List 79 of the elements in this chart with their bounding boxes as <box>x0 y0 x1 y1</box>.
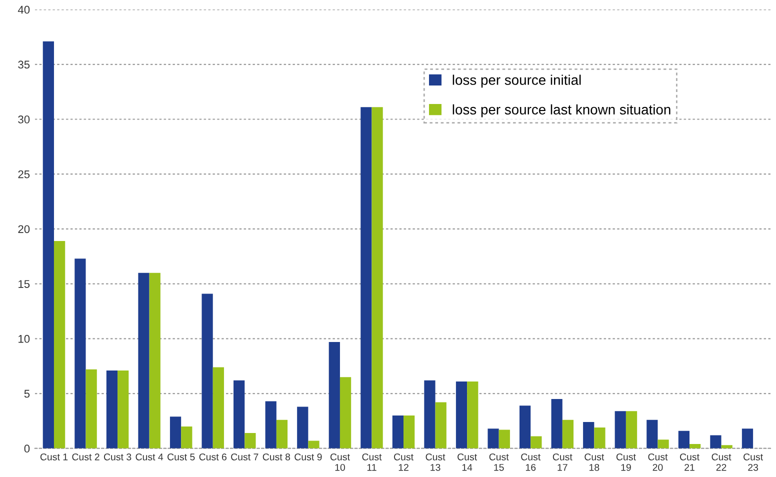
x-tick-label: Cust 6 <box>199 454 226 460</box>
bar <box>583 422 594 448</box>
bar <box>149 272 160 448</box>
x-tick-label: Cust 14 <box>458 454 477 471</box>
bar <box>435 402 446 448</box>
bar <box>710 435 722 448</box>
bar <box>690 444 701 448</box>
legend-label: loss per source last known situation <box>452 104 670 118</box>
y-tick-label: 15 <box>18 280 30 288</box>
y-tick-label: 35 <box>18 60 30 69</box>
bar <box>498 430 510 448</box>
bar <box>276 420 288 448</box>
bar <box>456 381 468 448</box>
x-tick-label: Cust 11 <box>362 454 382 471</box>
x-tick-label: Cust 18 <box>584 454 604 471</box>
x-tick-label: Cust 5 <box>168 454 195 460</box>
bar <box>234 380 245 448</box>
x-tick-label: Cust 13 <box>426 454 446 471</box>
bar <box>626 411 638 448</box>
bar <box>467 381 478 448</box>
bar <box>42 41 54 448</box>
x-tick-label: Cust 21 <box>680 454 700 471</box>
x-tick-label: Cust 12 <box>394 454 414 471</box>
bar <box>244 433 256 448</box>
y-tick-label: 20 <box>18 225 30 234</box>
bar <box>181 426 192 448</box>
bar <box>118 370 129 448</box>
bar <box>340 377 352 448</box>
bar <box>202 294 213 448</box>
legend-label: loss per source initial <box>452 74 581 88</box>
bar <box>678 430 690 448</box>
x-tick-label: Cust 3 <box>104 454 132 460</box>
bar <box>404 415 415 448</box>
bar <box>265 401 276 448</box>
y-tick-label: 0 <box>24 444 30 453</box>
bar <box>170 416 182 448</box>
x-tick-label: Cust 9 <box>294 454 322 460</box>
bar <box>297 406 308 448</box>
bar <box>86 369 97 448</box>
bar <box>54 241 66 448</box>
bar <box>424 380 436 448</box>
y-tick-label: 5 <box>24 390 30 398</box>
x-tick-label: Cust 22 <box>712 454 732 471</box>
bar <box>212 367 224 448</box>
x-tick-label: Cust 20 <box>648 454 668 471</box>
bar <box>742 428 754 448</box>
y-tick-label: 30 <box>18 116 30 124</box>
bar <box>138 272 150 448</box>
bar <box>562 420 574 448</box>
bar <box>530 436 542 448</box>
bar <box>658 440 669 448</box>
bar <box>328 342 340 448</box>
x-tick-label: Cust 8 <box>262 454 290 460</box>
bar <box>74 258 86 448</box>
bar <box>721 445 732 448</box>
x-tick-label: Cust 10 <box>330 454 350 471</box>
bar <box>360 107 372 448</box>
bar <box>594 428 606 448</box>
x-tick-label: Cust 17 <box>552 454 572 471</box>
x-tick-label: Cust 19 <box>616 454 636 471</box>
x-tick-label: Cust 4 <box>136 454 164 460</box>
bar <box>646 420 658 448</box>
x-tick-label: Cust 23 <box>744 454 763 471</box>
bar <box>372 107 383 448</box>
y-tick-label: 25 <box>18 170 30 178</box>
bar <box>551 399 562 448</box>
x-tick-label: Cust 7 <box>231 454 258 460</box>
x-tick-label: Cust 1 <box>40 454 68 460</box>
bar <box>614 411 626 448</box>
y-tick-label: 10 <box>18 334 30 343</box>
bar <box>520 406 531 448</box>
y-tick-label: 40 <box>18 6 30 14</box>
x-tick-label: Cust 16 <box>521 454 541 471</box>
x-tick-label: Cust 2 <box>72 454 100 460</box>
bar <box>308 440 320 448</box>
bar <box>488 428 499 448</box>
x-tick-label: Cust 15 <box>489 454 509 471</box>
bar <box>106 370 118 448</box>
bar <box>392 415 404 448</box>
